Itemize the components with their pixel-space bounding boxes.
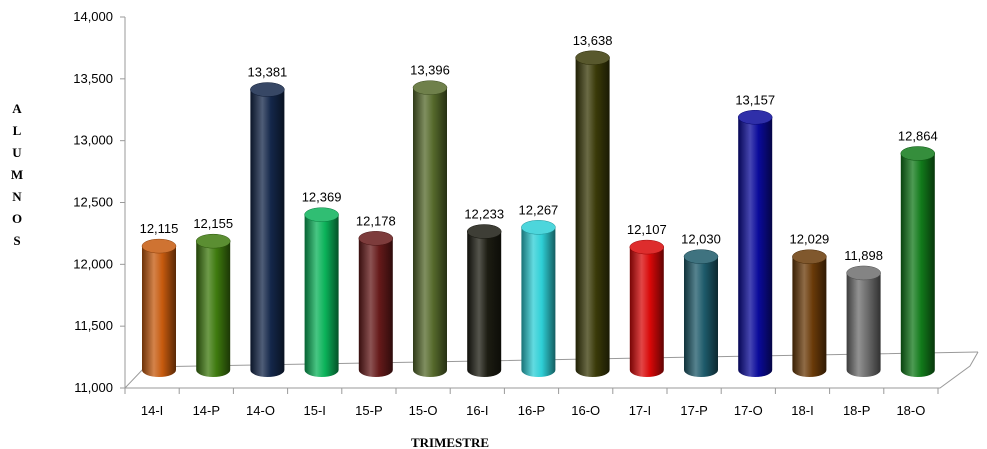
- x-tick-label: 16-P: [518, 403, 545, 418]
- data-labels: 12,115 12,155 13,381 12,369 12,178 13,396 12,2…: [140, 33, 938, 263]
- y-axis-title-letter: O: [12, 211, 22, 226]
- x-tick-label: 14-O: [246, 403, 275, 418]
- y-tick-label: 11,500: [74, 318, 113, 333]
- bar: [683, 249, 719, 377]
- y-tick-label: 13,500: [73, 71, 113, 86]
- data-label: 12,107: [627, 222, 667, 237]
- y-axis-title-letter: U: [12, 145, 22, 160]
- bar: [737, 110, 773, 377]
- x-tick-label: 14-I: [141, 403, 163, 418]
- y-tick-label: 14,000: [73, 9, 113, 24]
- data-label: 12,233: [464, 207, 504, 222]
- data-label: 12,864: [898, 128, 938, 143]
- y-axis-title-letter: L: [13, 123, 22, 138]
- data-label: 13,638: [573, 33, 613, 48]
- data-label: 12,178: [356, 213, 396, 228]
- y-axis-ticks: 11,000 11,500 12,000 12,500 13,000 13,500 14,0…: [73, 9, 125, 395]
- bar: [250, 82, 285, 377]
- data-label: 12,155: [193, 216, 233, 231]
- x-tick-label: 18-O: [896, 403, 925, 418]
- x-tick-label: 16-I: [466, 403, 488, 418]
- bar: [466, 224, 502, 377]
- x-tick-label: 18-I: [791, 403, 813, 418]
- data-label: 12,115: [140, 221, 179, 236]
- bar: [141, 238, 177, 377]
- data-label: 12,267: [519, 202, 559, 217]
- bar: [846, 265, 881, 377]
- data-label: 12,030: [681, 232, 721, 247]
- data-label: 13,396: [410, 63, 450, 78]
- y-axis-title-letter: N: [12, 189, 22, 204]
- y-axis-title-letter: A: [12, 101, 22, 116]
- y-tick-label: 12,000: [73, 256, 113, 271]
- x-axis-ticks: 14-I 14-P 14-O 15-I 15-P 15-O 16-I 16-P 16-O 17-I…: [124, 388, 939, 418]
- bar: [412, 80, 448, 377]
- bar: [900, 146, 936, 377]
- bar: [792, 249, 827, 377]
- data-label: 12,369: [302, 190, 342, 205]
- x-tick-label: 17-P: [680, 403, 707, 418]
- x-tick-label: 15-P: [355, 403, 382, 418]
- y-axis-title-letter: M: [11, 167, 23, 182]
- bar: [521, 220, 556, 377]
- bar: [195, 233, 231, 377]
- data-label: 13,157: [735, 92, 775, 107]
- bar: [575, 50, 610, 377]
- x-tick-label: 16-O: [571, 403, 600, 418]
- y-tick-label: 12,500: [73, 195, 113, 210]
- y-tick-label: 11,000: [74, 380, 113, 395]
- data-label: 13,381: [248, 65, 288, 80]
- x-tick-label: 14-P: [193, 403, 220, 418]
- x-tick-label: 18-P: [843, 403, 870, 418]
- data-label: 11,898: [844, 248, 883, 263]
- data-label: 12,029: [790, 232, 830, 247]
- x-tick-label: 15-O: [409, 403, 438, 418]
- y-tick-label: 13,000: [73, 133, 113, 148]
- floor-front-edge: [125, 351, 979, 389]
- x-axis-title: TRIMESTRE: [411, 435, 489, 449]
- x-tick-label: 17-I: [629, 403, 651, 418]
- x-tick-label: 15-I: [303, 403, 325, 418]
- bar: [629, 239, 665, 377]
- chart-bars: [141, 50, 936, 377]
- bar: [358, 231, 394, 377]
- bar: [304, 207, 339, 377]
- y-axis-title-letter: S: [13, 233, 20, 248]
- x-tick-label: 17-O: [734, 403, 763, 418]
